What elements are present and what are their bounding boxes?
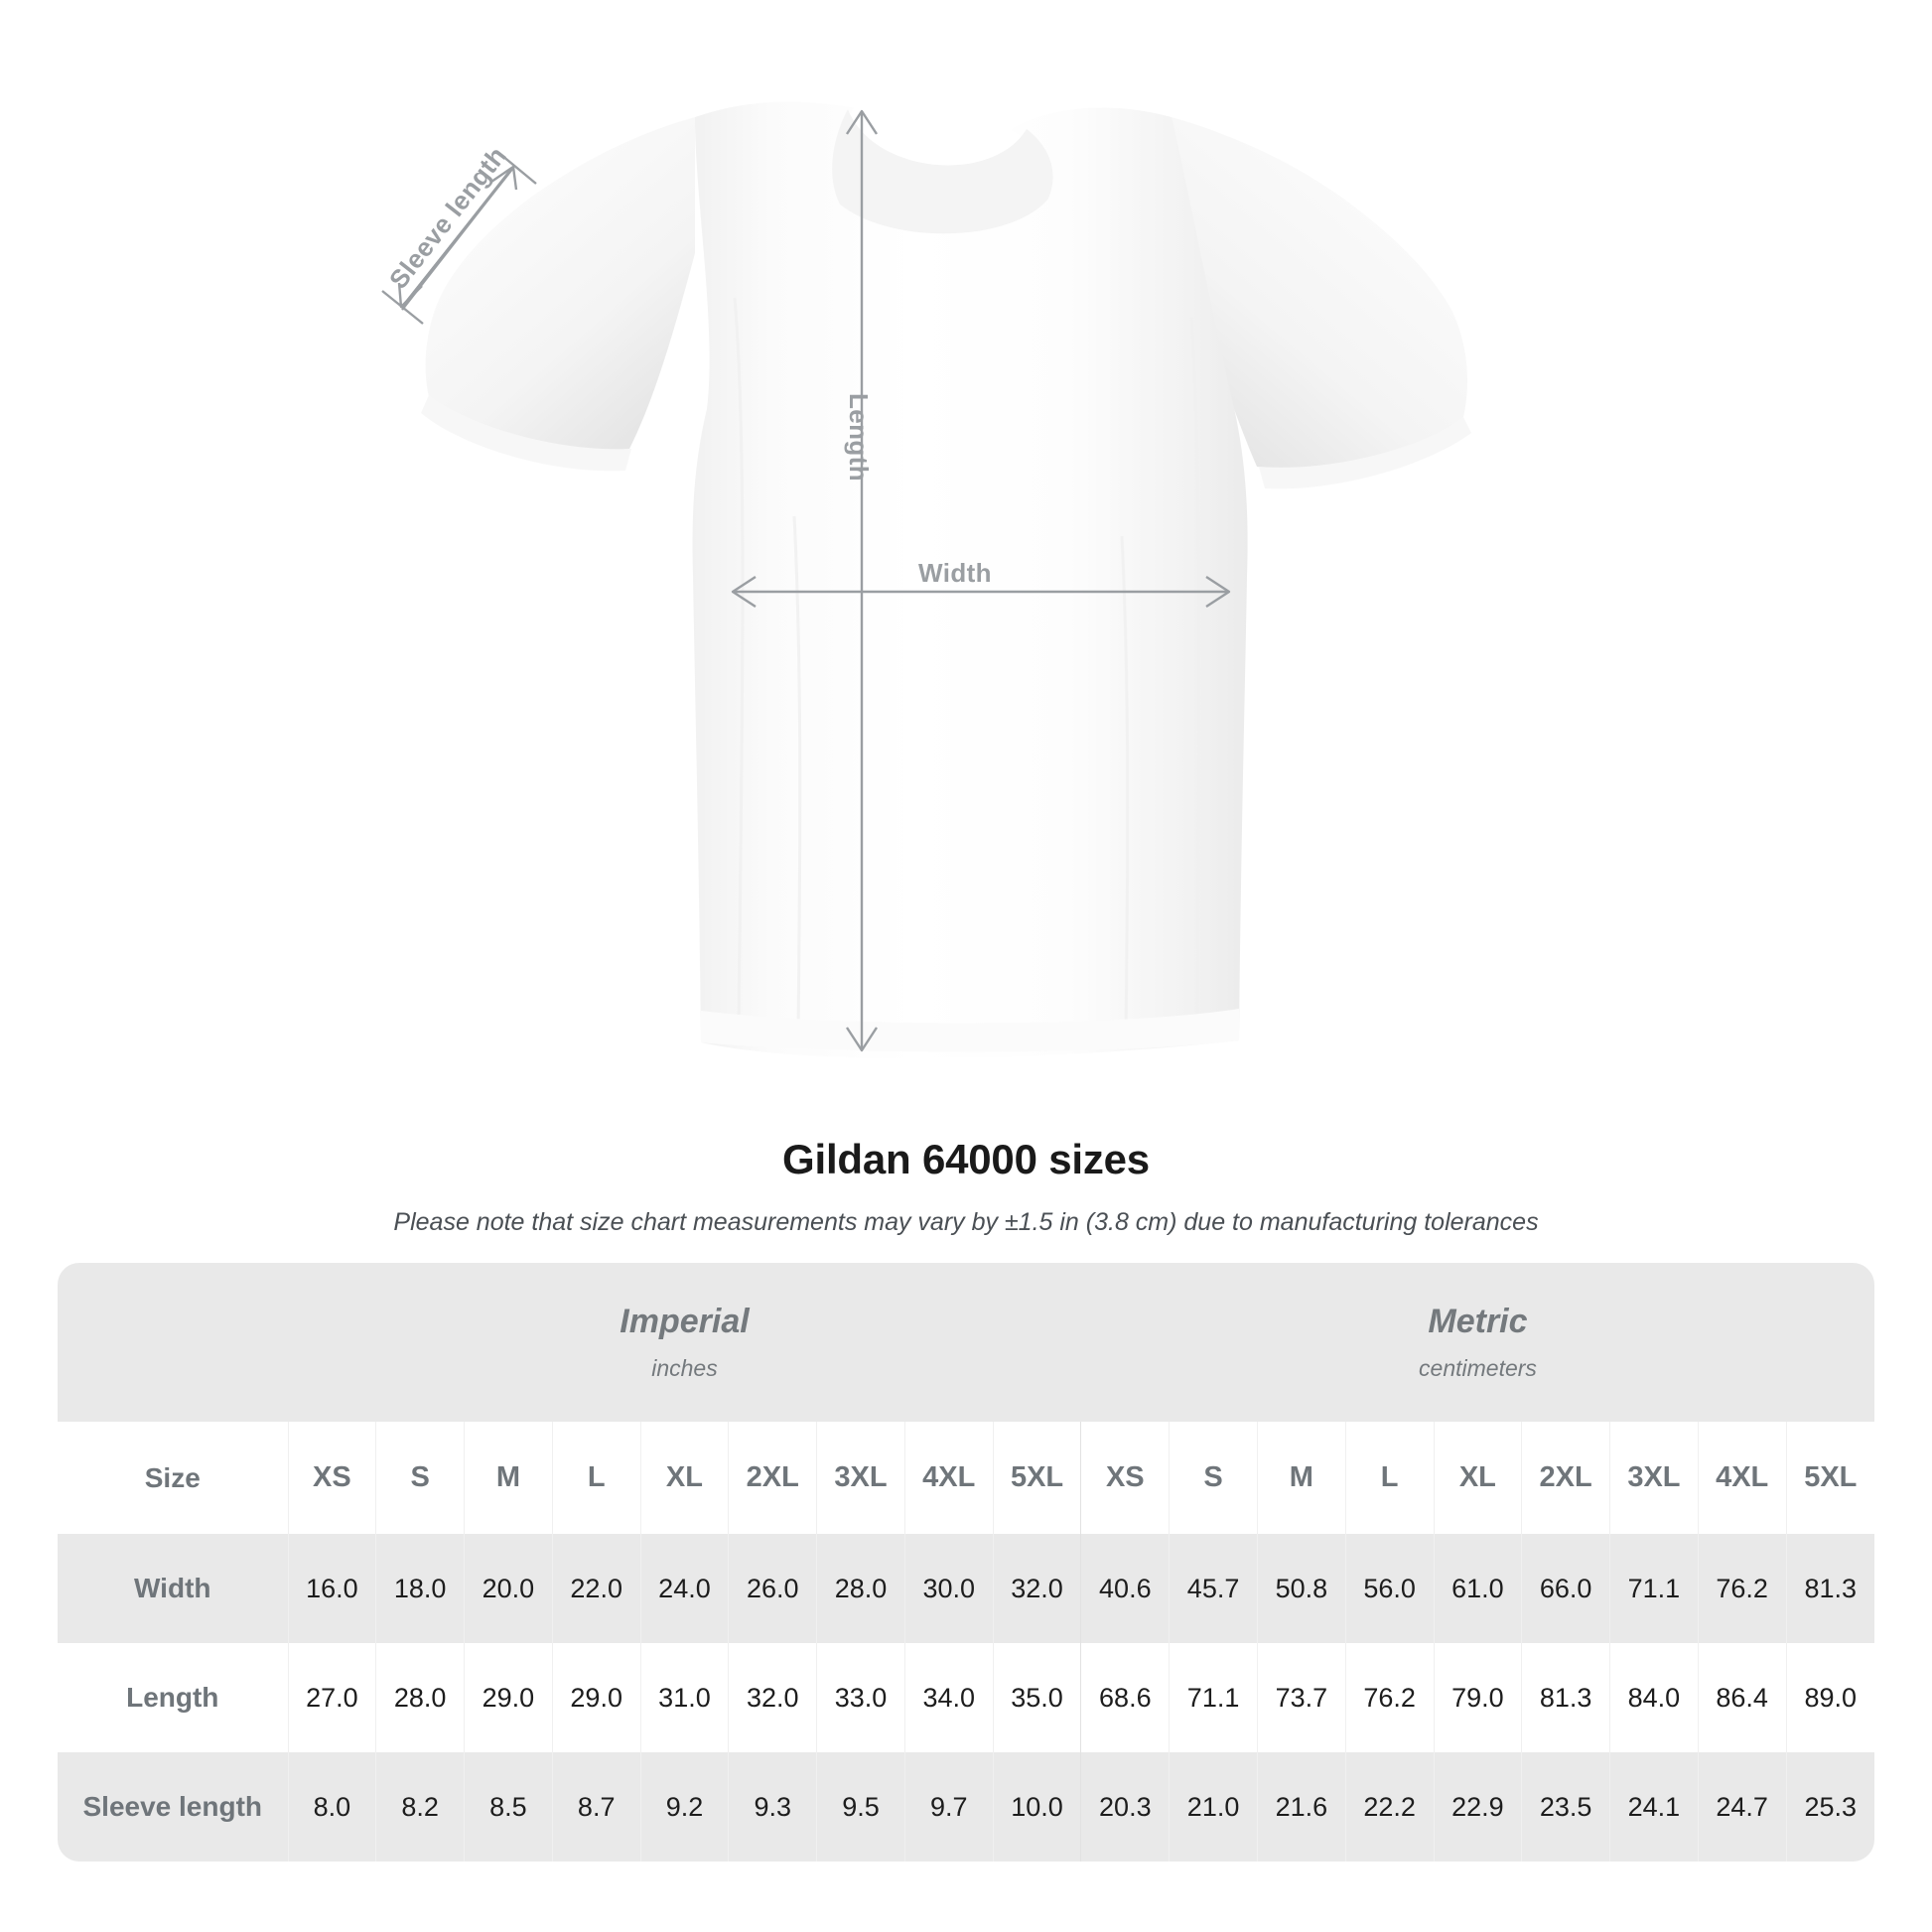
unit-group-metric-unit: centimeters bbox=[1419, 1355, 1537, 1382]
table-row-width: Width 16.0 18.0 20.0 22.0 24.0 26.0 28.0… bbox=[58, 1534, 1874, 1643]
table-cell: 8.7 bbox=[551, 1752, 641, 1862]
size-header-cell: L bbox=[1344, 1422, 1434, 1534]
table-cell: 32.0 bbox=[992, 1534, 1081, 1643]
table-cell: 8.2 bbox=[375, 1752, 465, 1862]
table-cell: 9.5 bbox=[816, 1752, 905, 1862]
table-cell: 73.7 bbox=[1256, 1643, 1346, 1752]
unit-group-imperial-name: Imperial bbox=[620, 1302, 750, 1340]
size-header-cell: XL bbox=[639, 1422, 729, 1534]
table-cell: 71.1 bbox=[1169, 1643, 1258, 1752]
table-cell: 40.6 bbox=[1080, 1534, 1170, 1643]
title-block: Gildan 64000 sizes Please note that size… bbox=[0, 1136, 1932, 1239]
size-header-cell: S bbox=[375, 1422, 465, 1534]
table-cell: 66.0 bbox=[1521, 1534, 1610, 1643]
table-cell: 35.0 bbox=[992, 1643, 1081, 1752]
table-cell: 79.0 bbox=[1433, 1643, 1522, 1752]
table-cell: 30.0 bbox=[903, 1534, 994, 1643]
table-cell: 20.0 bbox=[464, 1534, 553, 1643]
table-cell: 29.0 bbox=[464, 1643, 553, 1752]
size-header-label: Size bbox=[58, 1422, 289, 1534]
row-label: Sleeve length bbox=[58, 1752, 289, 1862]
size-header-cell: 4XL bbox=[903, 1422, 994, 1534]
size-header-cell: 2XL bbox=[1521, 1422, 1610, 1534]
unit-group-row: Imperial inches Metric centimeters bbox=[58, 1263, 1874, 1422]
unit-spacer-cell bbox=[58, 1263, 289, 1422]
size-header-cell: 3XL bbox=[816, 1422, 905, 1534]
table-row-length: Length 27.0 28.0 29.0 29.0 31.0 32.0 33.… bbox=[58, 1643, 1874, 1752]
table-cell: 18.0 bbox=[375, 1534, 465, 1643]
page-title: Gildan 64000 sizes bbox=[782, 1136, 1150, 1182]
table-cell: 61.0 bbox=[1433, 1534, 1522, 1643]
tshirt-diagram bbox=[381, 99, 1471, 1059]
table-cell: 22.0 bbox=[551, 1534, 641, 1643]
table-cell: 29.0 bbox=[551, 1643, 641, 1752]
table-cell: 8.0 bbox=[287, 1752, 376, 1862]
table-cell: 33.0 bbox=[816, 1643, 905, 1752]
table-cell: 28.0 bbox=[816, 1534, 905, 1643]
table-cell: 71.1 bbox=[1609, 1534, 1699, 1643]
table-cell: 25.3 bbox=[1785, 1752, 1874, 1862]
unit-group-imperial-unit: inches bbox=[651, 1355, 718, 1382]
table-cell: 81.3 bbox=[1521, 1643, 1610, 1752]
unit-group-metric: Metric centimeters bbox=[1080, 1263, 1874, 1422]
table-cell: 86.4 bbox=[1697, 1643, 1787, 1752]
size-header-cell: XS bbox=[1080, 1422, 1170, 1534]
table-cell: 45.7 bbox=[1169, 1534, 1258, 1643]
size-header-cell: 4XL bbox=[1697, 1422, 1787, 1534]
table-cell: 32.0 bbox=[728, 1643, 817, 1752]
width-annotation: Width bbox=[918, 558, 992, 588]
table-cell: 20.3 bbox=[1080, 1752, 1170, 1862]
size-header-cell: L bbox=[551, 1422, 641, 1534]
table-cell: 81.3 bbox=[1785, 1534, 1874, 1643]
table-cell: 22.2 bbox=[1344, 1752, 1434, 1862]
unit-group-metric-name: Metric bbox=[1428, 1302, 1528, 1340]
row-label: Width bbox=[58, 1534, 289, 1643]
size-header-cell: S bbox=[1169, 1422, 1258, 1534]
table-cell: 16.0 bbox=[287, 1534, 376, 1643]
size-header-cell: XL bbox=[1433, 1422, 1522, 1534]
table-cell: 24.7 bbox=[1697, 1752, 1787, 1862]
table-cell: 8.5 bbox=[464, 1752, 553, 1862]
table-cell: 24.0 bbox=[639, 1534, 729, 1643]
size-chart-table: Imperial inches Metric centimeters Size … bbox=[58, 1263, 1874, 1862]
size-header-cell: 2XL bbox=[728, 1422, 817, 1534]
row-label: Length bbox=[58, 1643, 289, 1752]
size-header-cell: XS bbox=[287, 1422, 376, 1534]
table-cell: 9.7 bbox=[903, 1752, 994, 1862]
size-header-cell: 3XL bbox=[1609, 1422, 1699, 1534]
table-cell: 9.3 bbox=[728, 1752, 817, 1862]
size-header-cell: M bbox=[1256, 1422, 1346, 1534]
tshirt-shape bbox=[421, 99, 1471, 1059]
table-cell: 68.6 bbox=[1080, 1643, 1170, 1752]
table-cell: 31.0 bbox=[639, 1643, 729, 1752]
table-cell: 24.1 bbox=[1609, 1752, 1699, 1862]
table-cell: 84.0 bbox=[1609, 1643, 1699, 1752]
table-cell: 50.8 bbox=[1256, 1534, 1346, 1643]
table-cell: 26.0 bbox=[728, 1534, 817, 1643]
length-annotation: Length bbox=[844, 393, 874, 483]
size-header-cell: M bbox=[464, 1422, 553, 1534]
table-cell: 28.0 bbox=[375, 1643, 465, 1752]
size-header-row: Size XS S M L XL 2XL 3XL 4XL 5XL XS S M … bbox=[58, 1422, 1874, 1534]
table-cell: 21.0 bbox=[1169, 1752, 1258, 1862]
table-cell: 27.0 bbox=[287, 1643, 376, 1752]
table-cell: 76.2 bbox=[1344, 1643, 1434, 1752]
unit-group-imperial: Imperial inches bbox=[288, 1263, 1081, 1422]
table-cell: 9.2 bbox=[639, 1752, 729, 1862]
table-row-sleeve-length: Sleeve length 8.0 8.2 8.5 8.7 9.2 9.3 9.… bbox=[58, 1752, 1874, 1862]
table-cell: 10.0 bbox=[992, 1752, 1081, 1862]
table-cell: 89.0 bbox=[1785, 1643, 1874, 1752]
table-cell: 22.9 bbox=[1433, 1752, 1522, 1862]
product-illustration: Sleeve length Length Width bbox=[381, 99, 1471, 1059]
table-cell: 34.0 bbox=[903, 1643, 994, 1752]
table-cell: 23.5 bbox=[1521, 1752, 1610, 1862]
table-cell: 56.0 bbox=[1344, 1534, 1434, 1643]
tolerance-note: Please note that size chart measurements… bbox=[393, 1208, 1539, 1237]
size-header-cell: 5XL bbox=[1785, 1422, 1874, 1534]
table-cell: 21.6 bbox=[1256, 1752, 1346, 1862]
table-cell: 76.2 bbox=[1697, 1534, 1787, 1643]
size-header-cell: 5XL bbox=[992, 1422, 1081, 1534]
